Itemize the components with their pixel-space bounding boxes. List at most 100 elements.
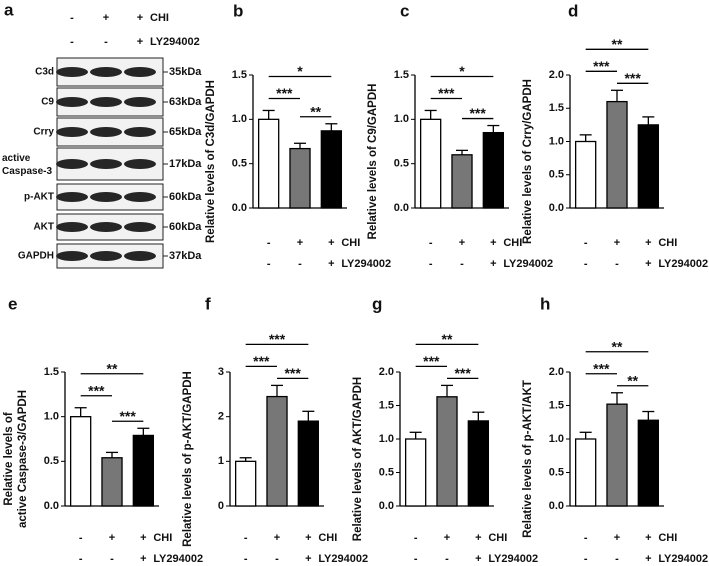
condition-sign: + <box>645 258 651 270</box>
blot-band <box>124 222 156 232</box>
y-tick-label: 2.0 <box>549 69 564 81</box>
y-axis-label: Relative levels of <box>3 412 15 505</box>
condition-name: CHI <box>488 532 507 544</box>
condition-name: LY294002 <box>153 553 203 565</box>
significance-label: *** <box>119 408 136 424</box>
y-tick-label: 0.0 <box>379 500 394 512</box>
band-size: 63kDa <box>169 96 202 108</box>
condition-sign: + <box>103 12 109 24</box>
condition-sign: + <box>459 237 465 249</box>
blot-band <box>56 159 88 169</box>
condition-name: LY294002 <box>503 258 553 270</box>
y-axis-label: Relative levels of p-AKT/GAPDH <box>182 371 194 547</box>
band-label: AKT <box>33 222 54 233</box>
condition-sign: + <box>645 553 651 565</box>
bar <box>606 403 628 507</box>
bar <box>132 434 155 507</box>
condition-sign: + <box>305 532 311 544</box>
blot-band <box>124 67 156 77</box>
condition-sign: + <box>444 532 450 544</box>
condition-sign: - <box>298 258 302 270</box>
bar <box>606 100 628 209</box>
significance-label: ** <box>612 338 623 354</box>
condition-sign: + <box>475 553 481 565</box>
condition-sign: + <box>274 532 280 544</box>
condition-name: LY294002 <box>341 258 391 270</box>
y-tick-label: 1.5 <box>549 399 564 411</box>
condition-sign: + <box>645 237 651 249</box>
y-tick-label: 1.0 <box>549 135 564 147</box>
band-size: 60kDa <box>169 191 202 203</box>
y-tick-label: 1.0 <box>379 433 394 445</box>
panel-letter: f <box>205 294 211 313</box>
condition-sign: - <box>584 237 588 249</box>
significance-label: *** <box>276 85 293 101</box>
blot-band <box>124 159 156 169</box>
condition-sign: - <box>615 553 619 565</box>
condition-sign: - <box>267 237 271 249</box>
band-size: 60kDa <box>169 221 202 233</box>
y-tick-label: 1.5 <box>44 366 59 378</box>
band-size: 65kDa <box>169 126 202 138</box>
condition-sign: - <box>267 258 271 270</box>
panel-letter: b <box>233 1 243 20</box>
blot-band <box>90 251 122 261</box>
condition-sign: + <box>140 532 146 544</box>
y-tick-label: 2.0 <box>379 366 394 378</box>
y-tick-label: 1.5 <box>379 399 394 411</box>
condition-sign: + <box>137 12 143 24</box>
significance-label: * <box>459 63 465 79</box>
significance-label: *** <box>284 365 301 381</box>
blot-band <box>90 222 122 232</box>
y-tick-label: 0.5 <box>232 158 247 170</box>
condition-name: LY294002 <box>658 553 708 565</box>
condition-name: LY294002 <box>318 553 368 565</box>
condition-name: CHI <box>658 532 677 544</box>
blot-band <box>56 67 88 77</box>
y-axis-label: active Caspase-3/GAPDH <box>17 390 29 528</box>
y-tick-label: 0.0 <box>44 500 59 512</box>
band-size: 35kDa <box>169 66 202 78</box>
y-tick-label: 1.0 <box>549 433 564 445</box>
condition-sign: - <box>79 553 83 565</box>
condition-sign: - <box>615 258 619 270</box>
panel-letter: d <box>568 1 578 20</box>
condition-sign: - <box>244 532 248 544</box>
blot-band <box>90 127 122 137</box>
condition-name: LY294002 <box>488 553 538 565</box>
bar <box>404 438 427 507</box>
condition-sign: + <box>490 237 496 249</box>
significance-label: *** <box>593 360 610 376</box>
blot-band <box>56 127 88 137</box>
condition-sign: - <box>584 553 588 565</box>
significance-label: ** <box>107 360 118 376</box>
y-tick-label: 0.0 <box>549 500 564 512</box>
blot-band <box>124 192 156 202</box>
y-tick-label: 1.5 <box>394 69 409 81</box>
y-tick-label: 0.5 <box>549 169 564 181</box>
y-tick-label: 1.5 <box>232 69 247 81</box>
panel-letter: h <box>540 294 550 313</box>
y-axis-label: Relative levels of AKT/GAPDH <box>352 377 364 541</box>
condition-sign: - <box>104 36 108 48</box>
condition-sign: + <box>109 532 115 544</box>
condition-sign: + <box>614 532 620 544</box>
bar <box>436 396 458 507</box>
bar <box>574 140 597 209</box>
condition-sign: - <box>429 258 433 270</box>
condition-name: CHI <box>503 237 522 249</box>
significance-label: *** <box>438 85 455 101</box>
condition-sign: - <box>70 36 74 48</box>
bar <box>637 124 660 209</box>
blot-band <box>90 159 122 169</box>
condition-sign: + <box>490 258 496 270</box>
blot-band <box>90 192 122 202</box>
bar <box>257 118 280 209</box>
condition-sign: - <box>584 532 588 544</box>
condition-name: CHI <box>150 12 169 24</box>
significance-label: *** <box>269 331 286 347</box>
y-axis-label: Relative levels of Crry/GAPDH <box>522 79 534 244</box>
band-size: 17kDa <box>169 158 202 170</box>
condition-name: CHI <box>658 237 677 249</box>
